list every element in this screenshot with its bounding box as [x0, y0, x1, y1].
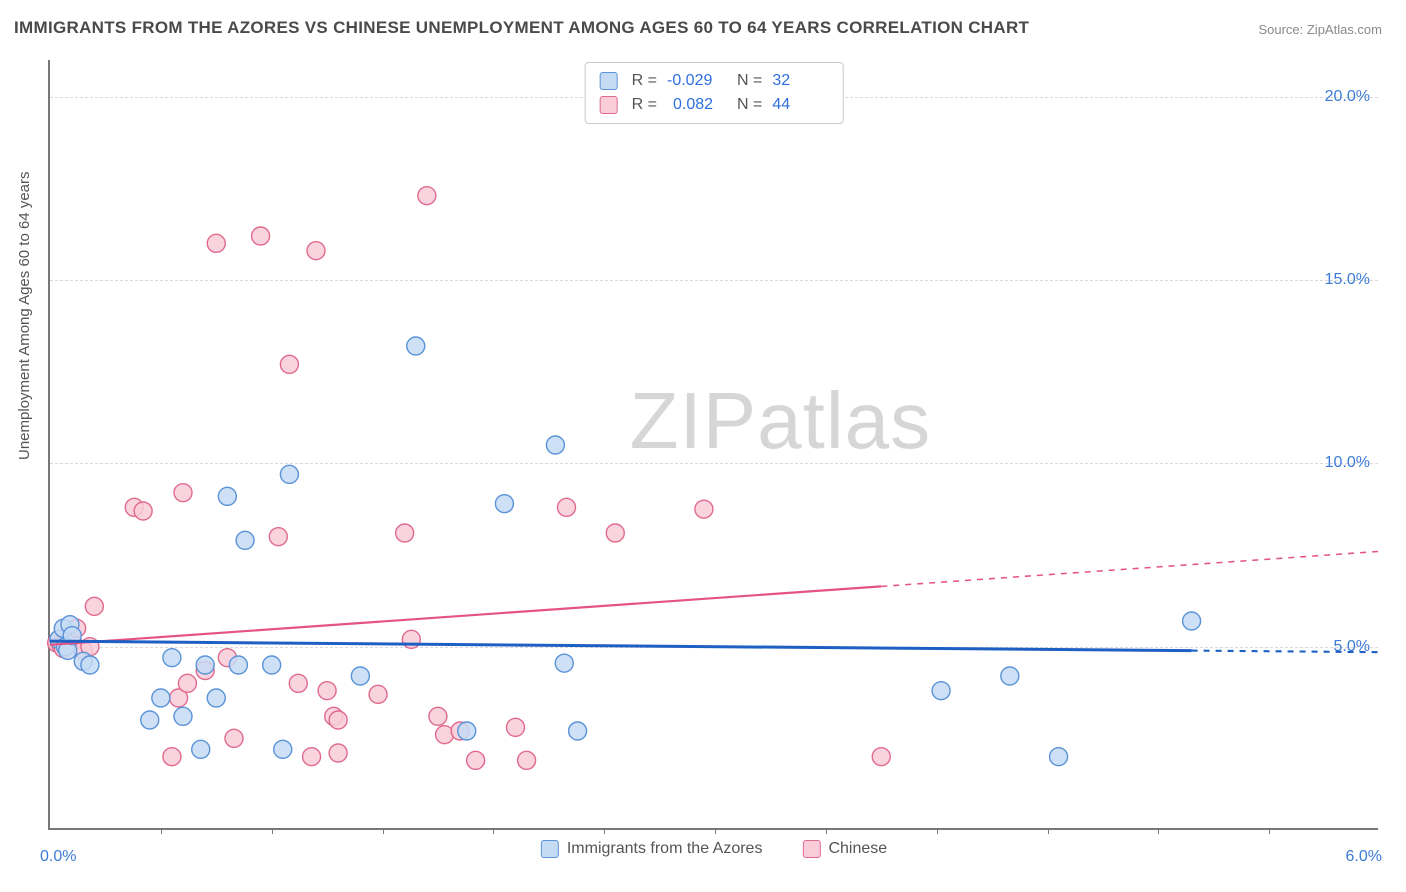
data-point [418, 187, 436, 205]
trend-line-dashed [1192, 651, 1380, 653]
data-point [85, 597, 103, 615]
data-point [252, 227, 270, 245]
trend-line-dashed [881, 551, 1380, 586]
data-point [225, 729, 243, 747]
data-point [236, 531, 254, 549]
data-point [546, 436, 564, 454]
legend-label-azores: Immigrants from the Azores [567, 840, 763, 858]
x-tick-mark [272, 828, 273, 834]
data-point [932, 682, 950, 700]
data-point [269, 528, 287, 546]
data-point [467, 751, 485, 769]
legend-label-chinese: Chinese [828, 840, 887, 858]
data-point [163, 649, 181, 667]
x-tick-mark [715, 828, 716, 834]
trend-line [50, 586, 881, 644]
data-point [872, 748, 890, 766]
legend-item-azores: Immigrants from the Azores [541, 840, 763, 858]
data-point [178, 674, 196, 692]
data-point [218, 487, 236, 505]
trend-line [50, 641, 1192, 650]
data-point [280, 355, 298, 373]
data-point [458, 722, 476, 740]
x-tick-mark [161, 828, 162, 834]
data-point [196, 656, 214, 674]
x-tick-mark [826, 828, 827, 834]
data-point [555, 654, 573, 672]
data-point [557, 498, 575, 516]
data-point [81, 656, 99, 674]
data-point [141, 711, 159, 729]
x-tick-mark [1048, 828, 1049, 834]
swatch-chinese-bottom [802, 840, 820, 858]
data-point [263, 656, 281, 674]
data-point [429, 707, 447, 725]
data-point [569, 722, 587, 740]
data-point [192, 740, 210, 758]
plot-area: ZIPatlas 5.0%10.0%15.0%20.0% R = -0.029 … [48, 60, 1378, 830]
data-point [274, 740, 292, 758]
x-tick-mark [604, 828, 605, 834]
source-attribution: Source: ZipAtlas.com [1258, 22, 1382, 37]
data-point [396, 524, 414, 542]
data-point [318, 682, 336, 700]
data-point [606, 524, 624, 542]
data-point [134, 502, 152, 520]
source-link[interactable]: ZipAtlas.com [1307, 22, 1382, 37]
chart-title: IMMIGRANTS FROM THE AZORES VS CHINESE UN… [14, 18, 1029, 38]
series-legend: Immigrants from the Azores Chinese [541, 840, 887, 858]
data-point [174, 707, 192, 725]
data-point [407, 337, 425, 355]
data-point [303, 748, 321, 766]
data-point [1001, 667, 1019, 685]
swatch-azores-bottom [541, 840, 559, 858]
data-point [329, 744, 347, 762]
data-point [289, 674, 307, 692]
data-point [307, 242, 325, 260]
data-point [518, 751, 536, 769]
legend-item-chinese: Chinese [802, 840, 887, 858]
data-point [229, 656, 247, 674]
x-tick-mark [937, 828, 938, 834]
data-point [152, 689, 170, 707]
x-tick-mark [1269, 828, 1270, 834]
x-tick-mark [383, 828, 384, 834]
data-point [1050, 748, 1068, 766]
source-prefix: Source: [1258, 22, 1306, 37]
chart-svg [50, 60, 1378, 828]
data-point [695, 500, 713, 518]
data-point [1183, 612, 1201, 630]
data-point [207, 689, 225, 707]
data-point [507, 718, 525, 736]
x-axis-min-label: 0.0% [40, 848, 76, 866]
data-point [174, 484, 192, 502]
data-point [495, 495, 513, 513]
data-point [351, 667, 369, 685]
x-tick-mark [1158, 828, 1159, 834]
data-point [369, 685, 387, 703]
data-point [163, 748, 181, 766]
y-axis-label: Unemployment Among Ages 60 to 64 years [16, 171, 33, 460]
data-point [329, 711, 347, 729]
x-tick-mark [493, 828, 494, 834]
data-point [280, 465, 298, 483]
data-point [207, 234, 225, 252]
x-axis-max-label: 6.0% [1346, 848, 1382, 866]
